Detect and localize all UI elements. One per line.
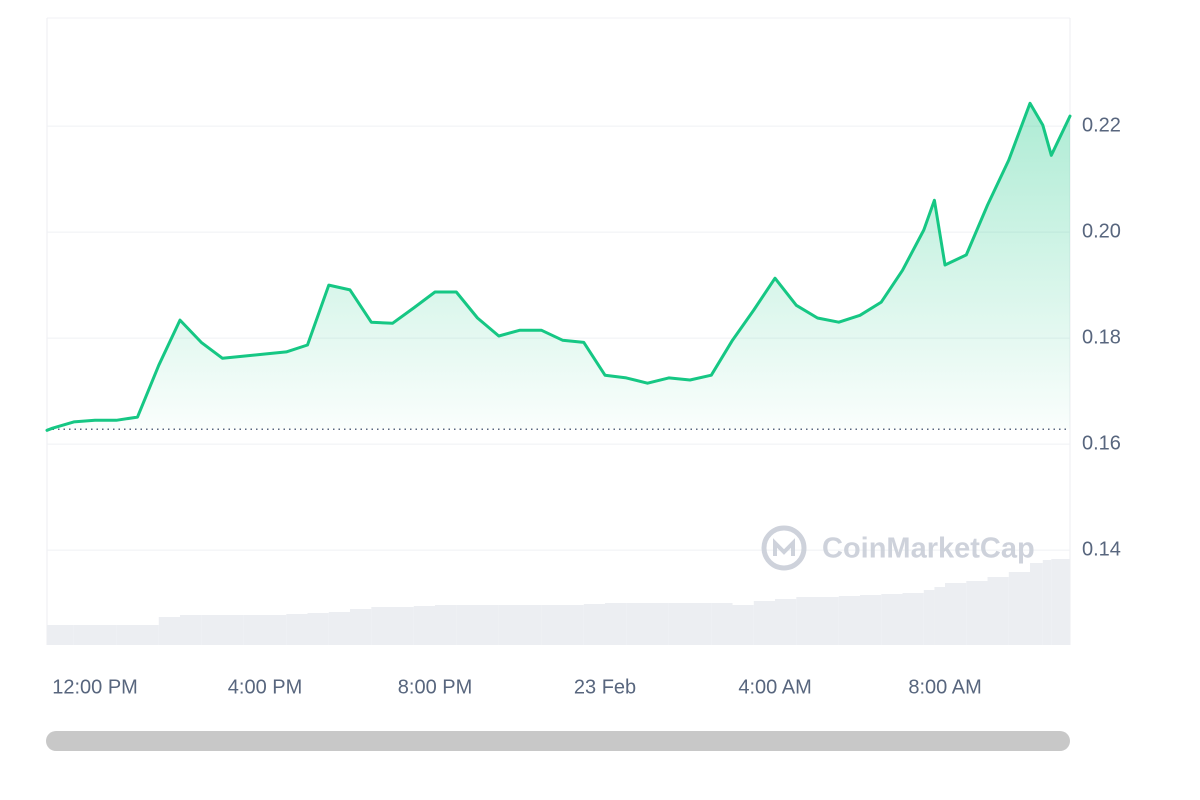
volume-bar xyxy=(435,605,457,645)
x-tick-label: 4:00 AM xyxy=(738,676,811,698)
volume-bar xyxy=(371,607,393,645)
volume-bar xyxy=(350,609,372,645)
volume-bar xyxy=(477,605,499,645)
volume-bar xyxy=(1051,559,1070,645)
price-line xyxy=(45,101,1072,432)
volume xyxy=(47,559,1070,645)
volume-bar xyxy=(498,605,521,645)
volume-bar xyxy=(881,594,903,645)
y-tick-label: 0.14 xyxy=(1082,538,1121,560)
volume-bar xyxy=(817,597,839,645)
volume-bar xyxy=(456,605,478,645)
volume-bar xyxy=(307,613,329,645)
volume-bar xyxy=(286,614,308,645)
y-tick-label: 0.22 xyxy=(1082,114,1121,136)
volume-bar xyxy=(158,617,181,645)
volume-bar xyxy=(711,603,733,645)
volume-bar xyxy=(116,625,138,645)
volume-bar xyxy=(987,577,1009,645)
volume-bar xyxy=(520,605,542,645)
volume-bar xyxy=(605,603,627,645)
volume-bar xyxy=(753,601,776,645)
volume-bar xyxy=(902,593,924,645)
volume-bar xyxy=(1030,563,1043,645)
volume-bar xyxy=(934,587,946,645)
x-tick-label: 8:00 PM xyxy=(398,676,472,698)
volume-bar xyxy=(47,625,53,645)
y-tick-label: 0.16 xyxy=(1082,432,1121,454)
volume-bar xyxy=(945,583,967,645)
volume-bar xyxy=(923,590,935,645)
watermark-text: CoinMarketCap xyxy=(822,533,1035,565)
y-tick-label: 0.20 xyxy=(1082,220,1121,242)
volume-bar xyxy=(180,615,202,645)
volume-bar xyxy=(243,615,266,645)
volume-bar xyxy=(860,595,882,645)
price-area xyxy=(47,103,1070,431)
volume-bar xyxy=(222,615,244,645)
volume-bar xyxy=(52,625,74,645)
volume-bar xyxy=(328,612,351,645)
volume-bar xyxy=(583,604,606,645)
volume-bar xyxy=(562,605,584,645)
plot xyxy=(45,101,1072,432)
volume-bar xyxy=(668,603,691,645)
volume-bar xyxy=(732,605,754,645)
x-tick-label: 8:00 AM xyxy=(908,676,981,698)
x-tick-label: 23 Feb xyxy=(574,676,636,698)
volume-bar xyxy=(392,607,414,645)
y-tick-label: 0.18 xyxy=(1082,326,1121,348)
x-tick-label: 12:00 PM xyxy=(52,676,138,698)
volume-bar xyxy=(796,597,818,645)
watermark-logo-m xyxy=(773,538,795,556)
watermark: CoinMarketCap xyxy=(761,525,1035,571)
x-tick-label: 4:00 PM xyxy=(228,676,302,698)
volume-bar xyxy=(95,625,117,645)
watermark-logo xyxy=(761,525,807,571)
volume-bar xyxy=(647,603,669,645)
volume-bar xyxy=(137,625,159,645)
scrollbar[interactable] xyxy=(46,731,1070,751)
volume-bar xyxy=(413,606,436,645)
volume-bar xyxy=(265,615,287,645)
volume-bar xyxy=(1042,560,1052,645)
volume-bar xyxy=(541,605,563,645)
volume-bar xyxy=(838,596,861,645)
volume-bar xyxy=(775,599,797,645)
volume-bar xyxy=(626,603,648,645)
volume-bar xyxy=(690,603,712,645)
volume-bar xyxy=(73,625,96,645)
volume-bar xyxy=(201,615,223,645)
volume-bar xyxy=(1008,572,1031,645)
volume-bar xyxy=(966,581,988,645)
